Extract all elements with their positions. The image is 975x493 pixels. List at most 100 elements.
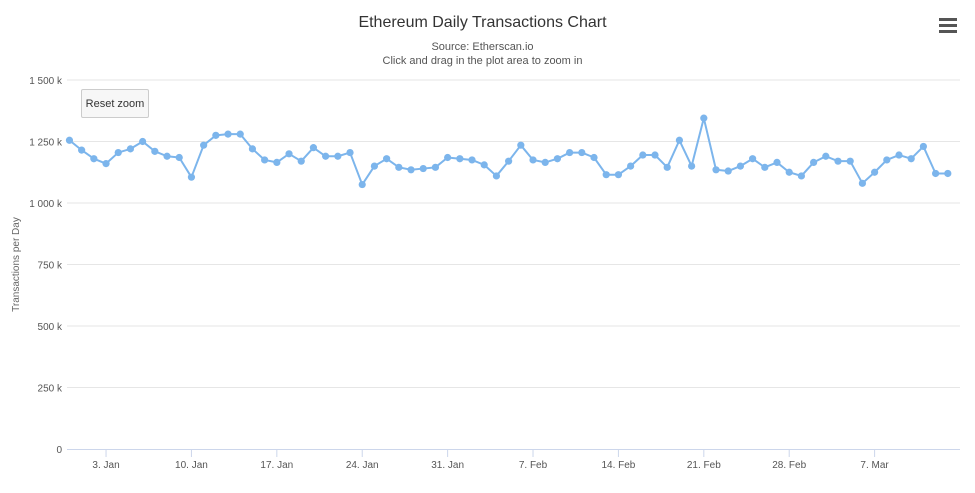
data-point xyxy=(724,167,732,175)
reset-zoom-button[interactable]: Reset zoom xyxy=(81,89,149,118)
data-point xyxy=(712,166,720,174)
x-tick-label: 3. Jan xyxy=(92,460,119,471)
data-point xyxy=(797,172,806,180)
data-point xyxy=(200,141,208,149)
y-tick-label: 750 k xyxy=(38,261,63,272)
data-point xyxy=(566,148,574,157)
data-point xyxy=(261,156,269,164)
data-point xyxy=(468,156,476,164)
data-point xyxy=(187,173,196,181)
data-point xyxy=(736,162,745,170)
data-point xyxy=(78,146,86,154)
hamburger-menu-icon[interactable] xyxy=(938,16,958,36)
data-point xyxy=(224,130,232,138)
data-point xyxy=(407,166,415,174)
data-point xyxy=(590,153,598,162)
data-point xyxy=(444,153,452,162)
x-tick-label: 10. Jan xyxy=(175,460,208,471)
data-point xyxy=(822,152,830,160)
data-point xyxy=(151,147,159,155)
x-tick-label: 24. Jan xyxy=(346,460,379,471)
menu-bar xyxy=(939,18,957,21)
data-point xyxy=(541,158,549,167)
data-point xyxy=(505,157,513,165)
y-tick-label: 0 xyxy=(56,445,62,456)
data-point xyxy=(370,162,379,170)
data-point xyxy=(419,164,427,173)
data-point xyxy=(346,148,354,157)
data-point xyxy=(883,156,891,164)
data-point xyxy=(785,168,793,176)
data-point xyxy=(602,171,610,179)
data-point xyxy=(834,157,842,165)
x-tick-label: 21. Feb xyxy=(687,460,721,471)
data-point xyxy=(334,152,342,160)
data-point xyxy=(358,180,366,189)
data-point xyxy=(944,169,952,178)
data-point xyxy=(322,152,330,160)
x-tick-label: 14. Feb xyxy=(601,460,635,471)
chart-subtitle: Source: Etherscan.io xyxy=(431,41,534,53)
chart-title: Ethereum Daily Transactions Chart xyxy=(358,14,607,31)
data-point xyxy=(114,148,122,157)
x-tick-label: 17. Jan xyxy=(260,460,293,471)
y-tick-label: 500 k xyxy=(38,322,63,333)
series-line xyxy=(68,117,949,186)
data-point xyxy=(932,169,940,178)
data-point xyxy=(639,151,647,159)
data-point xyxy=(651,151,659,159)
data-point xyxy=(273,158,281,167)
data-point xyxy=(90,155,98,163)
data-point xyxy=(614,171,623,179)
data-point xyxy=(663,163,671,171)
data-point xyxy=(248,145,257,153)
data-point xyxy=(871,168,879,176)
data-point xyxy=(553,155,562,163)
data-point xyxy=(139,137,147,146)
menu-bar xyxy=(939,24,957,27)
data-point xyxy=(858,179,867,187)
data-point xyxy=(761,163,769,171)
data-point xyxy=(907,155,915,163)
data-point xyxy=(383,155,391,163)
data-point xyxy=(480,161,488,169)
data-point xyxy=(688,162,696,170)
y-tick-label: 250 k xyxy=(38,384,63,395)
y-tick-label: 1 500 k xyxy=(29,76,63,87)
data-point xyxy=(309,144,318,152)
data-point xyxy=(212,131,220,139)
data-point xyxy=(175,153,183,162)
data-point xyxy=(700,114,708,122)
data-point xyxy=(846,157,854,165)
data-point xyxy=(395,163,403,171)
data-point xyxy=(919,142,928,151)
data-point xyxy=(285,150,293,158)
data-point xyxy=(456,155,464,163)
y-tick-label: 1 250 k xyxy=(29,138,63,149)
y-axis-title: Transactions per Day xyxy=(11,217,22,312)
data-point xyxy=(517,141,525,149)
x-tick-label: 7. Feb xyxy=(519,460,548,471)
x-tick-label: 7. Mar xyxy=(860,460,889,471)
data-point xyxy=(65,136,74,144)
menu-bar xyxy=(939,30,957,33)
data-point xyxy=(675,136,684,144)
data-point xyxy=(163,152,171,160)
data-point xyxy=(529,156,537,164)
x-tick-label: 31. Jan xyxy=(431,460,464,471)
zoom-hint: Click and drag in the plot area to zoom … xyxy=(382,55,583,67)
data-point xyxy=(895,151,903,159)
data-point xyxy=(102,160,110,168)
data-point xyxy=(236,130,244,138)
data-point xyxy=(126,145,135,153)
data-point xyxy=(578,148,586,157)
data-point xyxy=(627,162,635,170)
data-point xyxy=(749,155,757,163)
data-point xyxy=(810,158,818,167)
data-point xyxy=(492,172,501,180)
y-tick-label: 1 000 k xyxy=(29,199,63,210)
data-point xyxy=(773,158,781,167)
data-point xyxy=(297,157,305,165)
data-point xyxy=(431,163,440,171)
